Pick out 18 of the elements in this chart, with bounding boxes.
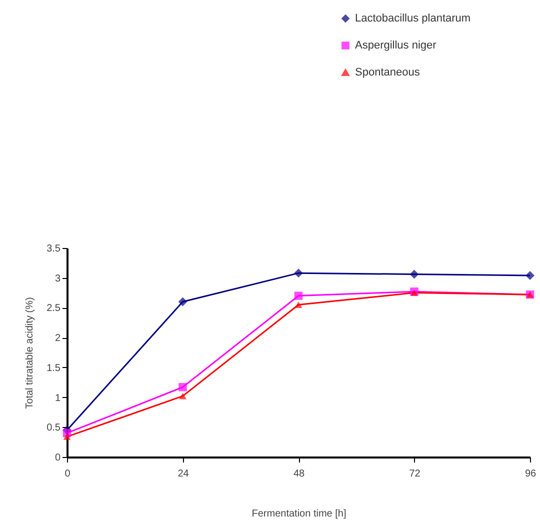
y-axis-title: Total titratable acidity (%) xyxy=(24,297,36,409)
x-axis-title: Fermentation time [h] xyxy=(252,508,346,520)
legend-label: Spontaneous xyxy=(355,66,420,78)
y-tick-label: 2 xyxy=(54,333,61,344)
y-tick-label: 0.5 xyxy=(46,422,61,434)
x-tick-label: 0 xyxy=(64,468,71,480)
legend-label: Aspergillus niger xyxy=(355,40,437,52)
y-tick-label: 1.5 xyxy=(46,362,61,374)
legend-label: Lactobacillus plantarum xyxy=(355,12,471,24)
y-tick-label: 1 xyxy=(54,392,61,404)
y-tick-label: 3 xyxy=(54,273,61,284)
x-tick-label: 72 xyxy=(409,468,421,480)
x-tick-label: 48 xyxy=(293,468,305,480)
y-tick-label: 0 xyxy=(54,452,61,464)
x-tick-label: 96 xyxy=(524,468,536,480)
x-tick-label: 24 xyxy=(178,468,190,480)
y-tick-label: 3.5 xyxy=(46,244,61,254)
y-tick-label: 2.5 xyxy=(46,303,61,314)
